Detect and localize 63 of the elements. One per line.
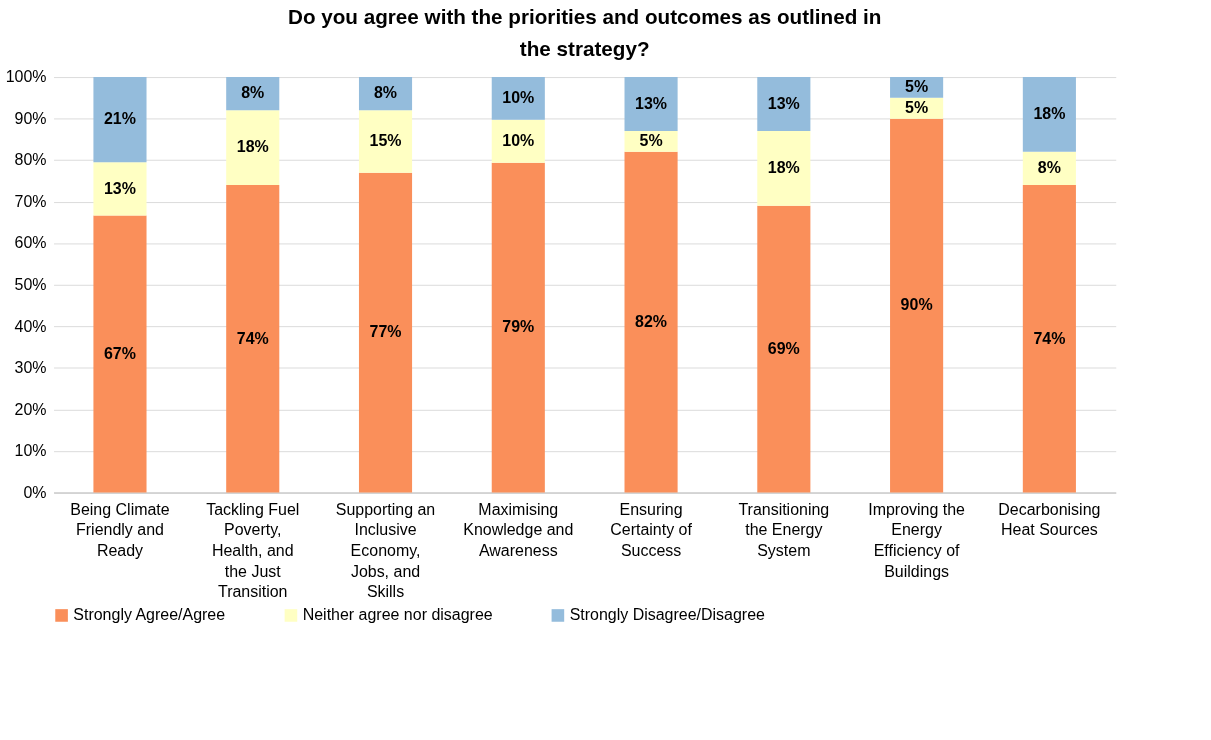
x-tick-label: Transitioning the Energy System bbox=[738, 500, 830, 559]
data-label: 13% bbox=[103, 179, 136, 197]
data-label: 69% bbox=[767, 339, 800, 357]
data-label: 10% bbox=[502, 131, 535, 149]
bar bbox=[757, 131, 811, 206]
x-tick-label: Ensuring Certainty of Success bbox=[610, 500, 693, 559]
data-label: 18% bbox=[1033, 105, 1066, 123]
data-label: 21% bbox=[103, 110, 136, 128]
data-label: 5% bbox=[905, 78, 929, 96]
y-tick-label: 10% bbox=[14, 442, 47, 460]
bar bbox=[757, 205, 811, 493]
legend-label: Strongly Agree/Agree bbox=[73, 606, 226, 624]
y-tick-label: 40% bbox=[14, 317, 47, 335]
data-label: 79% bbox=[502, 318, 535, 336]
data-label: 90% bbox=[900, 296, 933, 314]
data-label: 77% bbox=[369, 323, 402, 341]
bar bbox=[491, 162, 545, 493]
bar bbox=[226, 110, 280, 186]
data-label: 18% bbox=[767, 159, 800, 177]
x-tick-label: Tackling Fuel Poverty, Health, and the Just Transition bbox=[206, 500, 300, 601]
bar bbox=[1022, 77, 1076, 152]
data-label: 8% bbox=[373, 84, 398, 102]
bar bbox=[624, 151, 678, 493]
legend-label: Neither agree nor disagree bbox=[302, 606, 493, 624]
bar bbox=[358, 110, 413, 173]
y-tick-label: 90% bbox=[14, 109, 47, 127]
x-tick-label: Being Climate Friendly and Ready bbox=[70, 500, 170, 559]
bar bbox=[93, 162, 147, 216]
bar bbox=[93, 77, 147, 163]
y-tick-label: 0% bbox=[23, 483, 47, 501]
y-tick-label: 50% bbox=[14, 275, 47, 293]
y-tick-label: 20% bbox=[14, 400, 47, 418]
data-label: 13% bbox=[635, 94, 668, 112]
y-tick-label: 70% bbox=[14, 192, 47, 210]
bar bbox=[1022, 185, 1076, 493]
y-tick-label: 100% bbox=[5, 68, 47, 86]
x-tick-label: Maximising Knowledge and Awareness bbox=[463, 500, 574, 559]
bar bbox=[358, 172, 413, 493]
data-label: 8% bbox=[1037, 159, 1061, 177]
bar bbox=[624, 77, 678, 132]
data-label: 5% bbox=[639, 132, 663, 150]
x-tick-label: Improving the Energy Efficiency of Buildings bbox=[868, 500, 966, 580]
y-tick-label: 30% bbox=[14, 359, 47, 377]
data-label: 10% bbox=[502, 89, 535, 107]
data-label: 74% bbox=[236, 329, 269, 347]
data-label: 67% bbox=[103, 344, 136, 362]
data-label: 13% bbox=[767, 94, 800, 112]
chart-title: Do you agree with the priorities and outcomes as outlined in the strategy? bbox=[287, 5, 882, 61]
x-tick-label: Supporting an Inclusive Economy, Jobs, and Skills bbox=[335, 500, 436, 601]
data-label: 82% bbox=[635, 312, 668, 330]
bar bbox=[226, 185, 280, 493]
bar bbox=[757, 77, 811, 132]
bar bbox=[93, 215, 147, 493]
x-tick-label: Decarbonising Heat Sources bbox=[998, 500, 1101, 539]
data-label: 18% bbox=[236, 138, 269, 156]
y-tick-label: 60% bbox=[14, 234, 47, 252]
bar bbox=[890, 118, 944, 493]
y-tick-label: 80% bbox=[14, 151, 47, 169]
data-label: 74% bbox=[1033, 329, 1066, 347]
data-label: 8% bbox=[241, 84, 265, 102]
data-label: 15% bbox=[369, 132, 402, 150]
legend-label: Strongly Disagree/Disagree bbox=[569, 606, 766, 624]
data-label: 5% bbox=[905, 98, 929, 116]
